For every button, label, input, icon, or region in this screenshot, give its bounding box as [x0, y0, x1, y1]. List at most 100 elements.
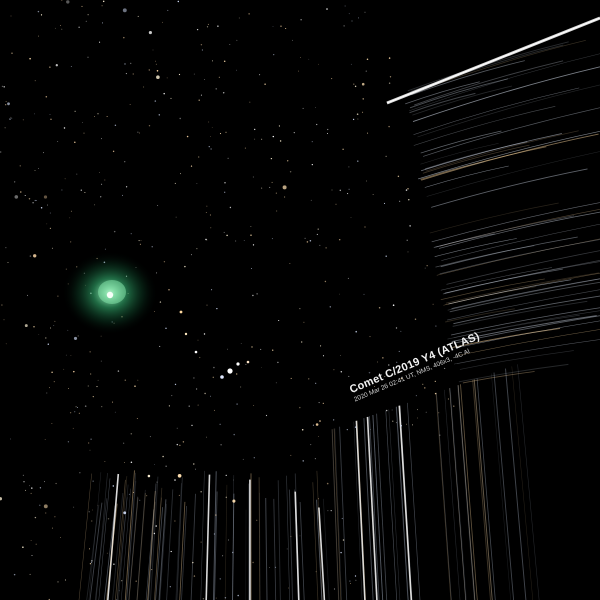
star — [453, 405, 455, 407]
star — [67, 441, 70, 443]
star — [270, 157, 273, 160]
star — [353, 391, 355, 393]
star-trail — [190, 493, 196, 600]
star — [51, 247, 53, 249]
star — [35, 543, 37, 545]
star-trail — [452, 327, 561, 348]
star — [240, 343, 242, 344]
star — [66, 0, 70, 4]
star — [168, 405, 171, 407]
star — [273, 53, 275, 56]
star — [364, 226, 366, 228]
star-trail — [445, 286, 537, 305]
star — [222, 92, 225, 94]
star-trail — [449, 387, 467, 600]
star-trail — [98, 478, 111, 600]
star — [31, 555, 33, 557]
star — [174, 520, 176, 522]
star — [28, 198, 31, 200]
star — [100, 335, 102, 337]
star-trail — [424, 165, 509, 188]
star-trail — [312, 482, 319, 600]
star — [319, 420, 321, 422]
star-trail — [388, 409, 401, 600]
star — [61, 28, 63, 30]
star — [261, 187, 263, 189]
star — [220, 444, 222, 446]
star — [206, 26, 209, 28]
star — [280, 25, 282, 27]
star — [51, 423, 53, 424]
star — [69, 217, 71, 219]
star — [101, 5, 103, 7]
star — [316, 233, 318, 235]
star — [324, 280, 327, 283]
star-trail — [258, 477, 261, 600]
star — [54, 516, 56, 518]
star — [156, 70, 159, 72]
star — [0, 497, 3, 501]
star-trail — [155, 507, 164, 600]
star — [322, 355, 325, 357]
star — [302, 107, 304, 109]
star — [425, 411, 427, 413]
star-trail — [176, 477, 183, 600]
star-trail — [429, 202, 559, 234]
star — [94, 116, 95, 117]
star-trail — [299, 501, 305, 600]
star — [202, 598, 205, 600]
star — [135, 580, 137, 582]
star — [357, 160, 359, 162]
star-trail — [126, 472, 136, 600]
star — [215, 597, 217, 599]
star — [310, 444, 312, 446]
star — [88, 442, 90, 444]
star — [151, 246, 153, 248]
star — [60, 537, 61, 539]
star-trail — [150, 476, 159, 600]
star — [331, 78, 333, 80]
star — [46, 392, 48, 394]
star-trail — [446, 250, 600, 285]
star — [190, 165, 193, 167]
star — [314, 458, 316, 460]
star — [104, 461, 106, 462]
star — [55, 64, 58, 67]
star — [163, 92, 165, 95]
star — [385, 409, 388, 412]
star-trail — [425, 130, 579, 172]
star — [4, 127, 6, 129]
star — [348, 166, 350, 168]
star — [424, 267, 426, 269]
star — [204, 392, 206, 395]
star-trail — [294, 491, 300, 600]
star — [73, 506, 75, 508]
star-trail — [455, 320, 600, 349]
star-trail — [448, 279, 572, 305]
star — [391, 409, 393, 411]
star-trail — [449, 281, 600, 313]
star — [315, 571, 317, 573]
star-trail — [458, 363, 569, 383]
star-trail — [453, 315, 600, 344]
star — [32, 201, 34, 204]
star — [206, 205, 208, 207]
star — [252, 176, 254, 178]
star — [130, 461, 133, 463]
star — [35, 199, 37, 202]
star — [253, 405, 255, 406]
star — [156, 272, 158, 274]
star — [377, 361, 378, 363]
star — [96, 386, 98, 388]
star — [333, 588, 336, 590]
star-trail — [154, 487, 163, 600]
star — [260, 348, 262, 350]
star-trail — [412, 85, 512, 116]
star-trail — [200, 470, 205, 600]
star — [167, 9, 169, 11]
star — [168, 288, 170, 291]
star — [225, 496, 228, 499]
star-trail — [407, 402, 421, 600]
star-trail — [88, 472, 102, 600]
star — [385, 255, 387, 257]
